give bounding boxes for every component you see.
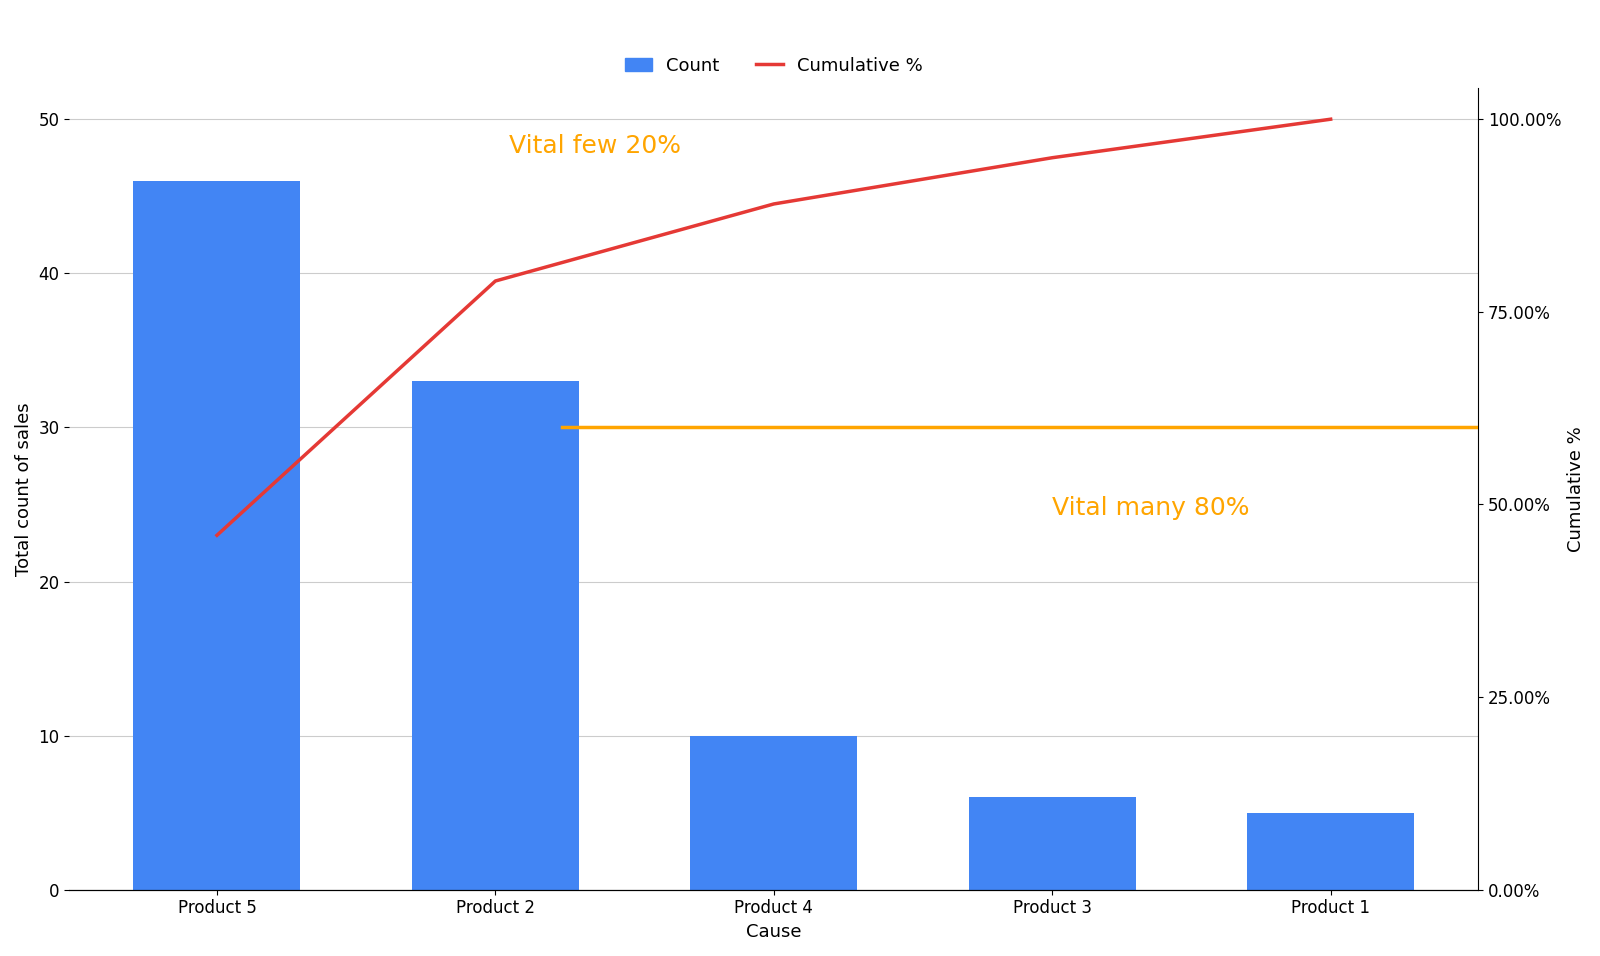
- Y-axis label: Total count of sales: Total count of sales: [14, 402, 34, 576]
- Y-axis label: Cumulative %: Cumulative %: [1566, 426, 1586, 552]
- Text: Vital few 20%: Vital few 20%: [509, 134, 682, 158]
- Bar: [1246, 813, 1414, 890]
- Bar: [690, 735, 858, 890]
- Legend: Count, Cumulative %: Count, Cumulative %: [618, 50, 930, 82]
- Text: Vital many 80%: Vital many 80%: [1053, 496, 1250, 520]
- Bar: [411, 381, 579, 890]
- Bar: [133, 181, 301, 890]
- X-axis label: Cause: Cause: [746, 923, 802, 941]
- Bar: [968, 797, 1136, 890]
